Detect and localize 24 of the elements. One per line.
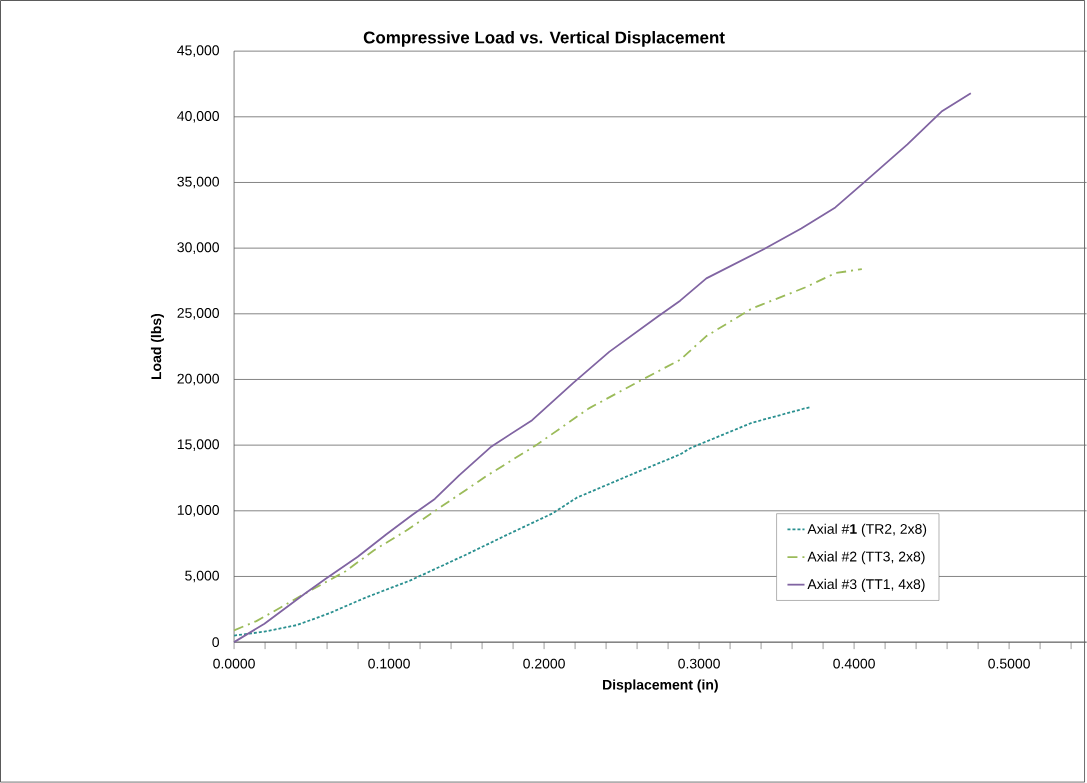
- line-series: [233, 268, 863, 632]
- x-tick-label: 0.2000: [523, 658, 565, 669]
- line-series: [233, 92, 972, 644]
- legend-label: Axial #2 (TT3, 2x8): [807, 551, 925, 565]
- y-tick-label: 35,000: [177, 176, 220, 189]
- y-axis-title: Load (lbs): [150, 314, 164, 380]
- x-tick-label: 0.4000: [833, 658, 875, 669]
- y-tick-label: 0: [212, 637, 220, 648]
- x-tick-label: 0.5000: [988, 658, 1030, 669]
- legend-label: Axial #1 (TR2, 2x8): [807, 523, 927, 537]
- x-tick-label: 0.3000: [678, 658, 720, 669]
- legend-label: Axial #3 (TT1, 4x8): [807, 579, 925, 593]
- x-axis-title: Displacement (in): [603, 679, 718, 693]
- y-tick-label: 40,000: [177, 111, 220, 123]
- x-tick-label: 0.0000: [213, 658, 255, 669]
- y-tick-label: 25,000: [177, 308, 220, 320]
- y-tick-label: 15,000: [177, 439, 220, 452]
- y-tick-label: 10,000: [177, 505, 220, 517]
- y-tick-label: 45,000: [177, 45, 220, 58]
- y-tick-label: 20,000: [177, 373, 220, 386]
- chart-title: Compressive Load vs. Vertical Displacement: [363, 31, 725, 48]
- y-tick-label: 30,000: [177, 242, 220, 255]
- x-tick-label: 0.1000: [368, 658, 410, 669]
- y-tick-label: 5,000: [185, 570, 220, 583]
